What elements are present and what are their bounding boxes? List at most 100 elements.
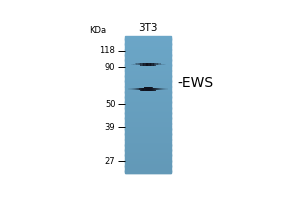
Bar <box>125 118 171 119</box>
Bar <box>147 87 148 91</box>
Bar <box>125 44 171 45</box>
Bar <box>125 51 171 52</box>
Bar <box>136 88 137 90</box>
Bar <box>150 87 151 91</box>
Bar <box>137 63 138 65</box>
Bar <box>125 36 171 37</box>
Bar <box>135 63 136 65</box>
Bar <box>151 63 152 66</box>
Bar <box>125 148 171 149</box>
Bar <box>125 108 171 109</box>
Bar <box>156 88 157 90</box>
Bar <box>125 64 171 65</box>
Bar <box>158 88 159 90</box>
Bar <box>125 40 171 41</box>
Bar <box>125 149 171 150</box>
Bar <box>125 69 171 70</box>
Bar <box>144 63 145 66</box>
Bar <box>125 96 171 97</box>
Bar <box>150 63 151 66</box>
Bar <box>125 98 171 99</box>
Bar <box>125 149 171 150</box>
Bar <box>125 86 171 87</box>
Bar <box>125 57 171 58</box>
Bar <box>167 88 168 90</box>
Bar <box>149 63 150 66</box>
Bar <box>148 87 149 91</box>
Bar <box>125 117 171 118</box>
Bar <box>145 63 146 66</box>
Bar <box>125 59 171 60</box>
Bar <box>125 107 171 108</box>
Bar <box>125 105 171 106</box>
Bar <box>147 87 148 91</box>
Bar <box>161 88 162 90</box>
Bar <box>150 63 151 66</box>
Bar <box>125 54 171 55</box>
Bar <box>125 75 171 76</box>
Bar <box>125 128 171 129</box>
Bar <box>125 96 171 97</box>
Bar <box>158 63 159 65</box>
Bar <box>155 88 156 91</box>
Bar <box>125 100 171 101</box>
Bar <box>125 58 171 59</box>
Bar <box>125 73 171 74</box>
Bar <box>125 41 171 42</box>
Bar <box>125 76 171 77</box>
Bar <box>160 63 161 65</box>
Bar <box>137 88 138 90</box>
Bar <box>125 92 171 93</box>
Bar <box>125 42 171 43</box>
Bar <box>125 38 171 39</box>
Bar <box>125 129 171 130</box>
Bar <box>125 161 171 162</box>
Bar <box>125 161 171 162</box>
Bar <box>136 88 137 90</box>
Bar <box>125 122 171 123</box>
Bar <box>152 88 153 91</box>
Bar <box>154 63 155 66</box>
Bar <box>150 87 151 91</box>
Text: 3T3: 3T3 <box>138 23 158 33</box>
Bar <box>133 64 134 65</box>
Bar <box>125 46 171 47</box>
Bar <box>125 121 171 122</box>
Bar <box>131 64 132 65</box>
Bar <box>125 56 171 57</box>
Bar <box>144 87 145 91</box>
Bar <box>125 129 171 130</box>
Bar <box>136 63 137 65</box>
Bar <box>141 63 142 66</box>
Bar <box>137 63 138 65</box>
Bar <box>125 115 171 116</box>
Bar <box>125 81 171 82</box>
Bar <box>139 63 140 65</box>
Bar <box>156 63 157 65</box>
Bar <box>125 113 171 114</box>
Bar <box>148 87 149 91</box>
Bar <box>148 87 149 91</box>
Bar <box>164 64 165 65</box>
Bar <box>159 63 160 65</box>
Bar <box>125 102 171 103</box>
Bar <box>136 88 137 90</box>
Text: KDa: KDa <box>89 26 106 35</box>
Bar <box>135 64 136 65</box>
Bar <box>125 146 171 147</box>
Bar <box>125 154 171 155</box>
Bar <box>166 88 167 90</box>
Bar <box>125 101 171 102</box>
Bar <box>125 163 171 164</box>
Bar <box>125 97 171 98</box>
Bar <box>125 79 171 80</box>
Bar <box>149 87 150 91</box>
Bar <box>149 63 150 66</box>
Bar <box>125 91 171 92</box>
Bar <box>138 63 139 65</box>
Bar <box>153 88 154 91</box>
Bar <box>145 87 146 91</box>
Bar <box>146 63 147 66</box>
Bar <box>164 88 165 90</box>
Bar <box>134 64 135 65</box>
